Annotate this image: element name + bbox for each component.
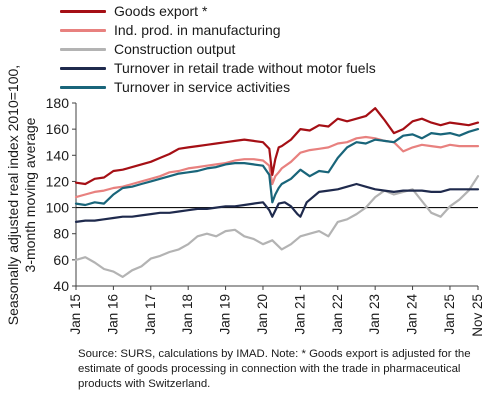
legend-label-retail: Turnover in retail trade without motor f… (114, 60, 376, 76)
legend-item-ind-prod: Ind. prod. in manufacturing (60, 21, 281, 39)
legend-label-construction: Construction output (114, 41, 236, 57)
x-tick-label: Jan 24 (405, 294, 420, 335)
legend-swatch-construction (60, 47, 106, 51)
x-tick-label: Jan 18 (180, 294, 195, 335)
legend-swatch-services (60, 85, 106, 89)
x-tick-label: Jan 16 (105, 294, 120, 335)
legend-swatch-ind-prod (60, 28, 106, 32)
x-tick-label: Jan 25 (442, 294, 457, 335)
y-tick-label: 40 (53, 278, 69, 294)
x-tick-label: Jan 19 (218, 294, 233, 335)
legend-item-construction: Construction output (60, 40, 235, 58)
x-tick-label: Nov 25 (470, 294, 485, 337)
legend-label-goods-export: Goods export * (114, 3, 208, 19)
y-axis-title-line-1: Seasonally adjusted real index 2010=100, (5, 65, 21, 325)
legend-swatch-retail (60, 66, 106, 70)
x-tick-label: Jan 23 (367, 294, 382, 335)
x-tick-label: Jan 15 (68, 294, 83, 335)
legend-item-retail: Turnover in retail trade without motor f… (60, 59, 376, 77)
legend-label-ind-prod: Ind. prod. in manufacturing (114, 22, 281, 38)
legend-label-services: Turnover in service activities (114, 79, 291, 95)
legend-item-services: Turnover in service activities (60, 78, 290, 96)
y-tick-label: 180 (46, 95, 70, 111)
y-tick-label: 120 (46, 173, 70, 189)
series-line-0 (74, 107, 480, 186)
y-tick-label: 60 (53, 252, 69, 268)
series-line-1 (74, 135, 480, 199)
series-line-3 (74, 182, 480, 223)
x-tick-label: Jan 17 (143, 294, 158, 335)
x-tick-label: Jan 22 (330, 294, 345, 335)
y-axis-title-line-2: 3-month moving average (22, 117, 38, 272)
series-line-4 (74, 128, 480, 207)
y-tick-label: 80 (53, 226, 69, 242)
source-note: Source: SURS, calculations by IMAD. Note… (78, 348, 471, 390)
y-tick-label: 160 (46, 121, 70, 137)
x-tick-label: Jan 21 (292, 294, 307, 335)
x-tick-label: Jan 20 (255, 294, 270, 335)
y-tick-label: 140 (46, 147, 70, 163)
y-tick-label: 100 (46, 200, 70, 216)
legend-swatch-goods-export (60, 9, 106, 13)
legend-item-goods-export: Goods export * (60, 2, 207, 20)
